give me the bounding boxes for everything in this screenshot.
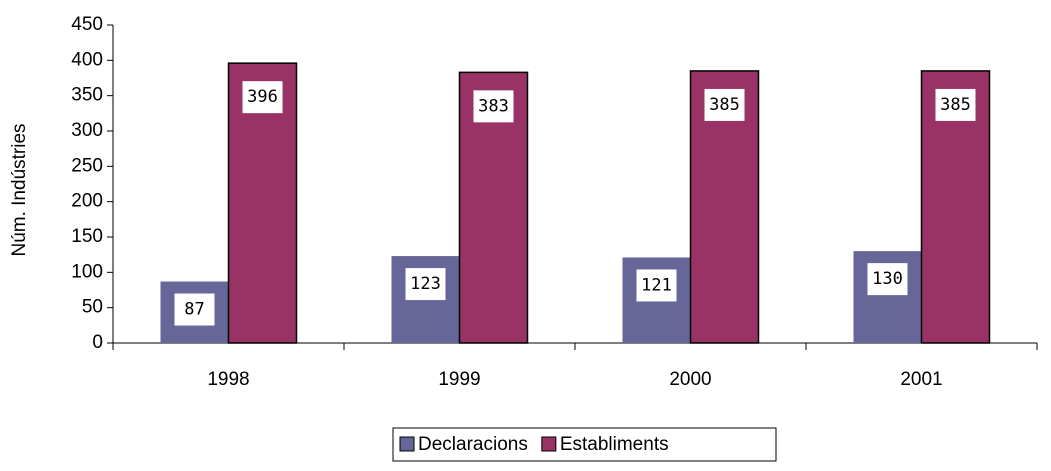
x-tick-label: 1999 xyxy=(438,369,480,390)
value-label: 87 xyxy=(184,300,204,320)
y-axis-label: Núm. Indústries xyxy=(9,123,30,256)
y-tick-label: 400 xyxy=(71,49,103,70)
value-label-box xyxy=(174,293,215,326)
legend-label: Establiments xyxy=(560,434,669,455)
value-label-box xyxy=(405,268,446,301)
x-tick-label: 1998 xyxy=(207,369,249,390)
y-tick-label: 250 xyxy=(71,155,103,176)
y-tick-label: 450 xyxy=(71,14,103,35)
y-tick-label: 50 xyxy=(82,297,103,318)
legend xyxy=(392,427,777,462)
value-label-box xyxy=(242,81,283,114)
value-label: 121 xyxy=(641,275,672,295)
x-tick-label: 2001 xyxy=(900,369,942,390)
value-label-box xyxy=(704,88,745,121)
value-label: 396 xyxy=(247,87,278,107)
value-label-box xyxy=(636,269,677,302)
y-tick-label: 350 xyxy=(71,85,103,106)
value-label: 383 xyxy=(478,96,509,116)
y-tick-label: 150 xyxy=(71,226,103,247)
x-tick-label: 2000 xyxy=(669,369,711,390)
y-tick-label: 0 xyxy=(92,332,103,353)
legend-swatch xyxy=(541,436,557,452)
value-label: 385 xyxy=(940,95,971,115)
legend-label: Declaracions xyxy=(418,434,528,455)
value-label-box xyxy=(867,263,908,296)
value-label-box xyxy=(473,90,514,123)
value-label-box xyxy=(935,88,976,121)
value-label: 385 xyxy=(709,95,740,115)
y-tick-label: 300 xyxy=(71,120,103,141)
y-tick-label: 200 xyxy=(71,191,103,212)
legend-swatch xyxy=(399,436,415,452)
value-label: 130 xyxy=(872,269,903,289)
y-tick-label: 100 xyxy=(71,261,103,282)
value-label: 123 xyxy=(410,274,441,294)
